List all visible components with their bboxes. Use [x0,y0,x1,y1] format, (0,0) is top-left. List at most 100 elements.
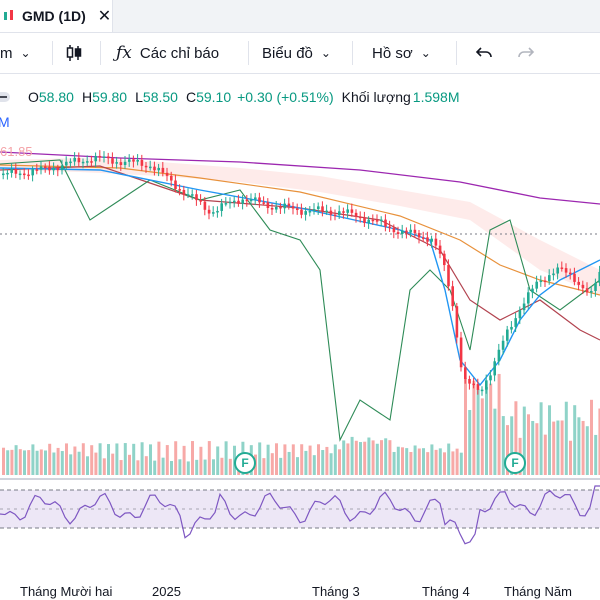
candle-body [455,306,459,338]
candle-body [140,159,144,166]
volume-bar [501,416,505,475]
volume-bar [10,449,14,475]
indicator-label-m: M [0,114,10,130]
volume-bar [14,445,18,475]
candle-body [438,245,442,254]
interval-button[interactable]: m ⌄ [0,33,31,73]
volume-bar [107,444,110,475]
candle-body [199,200,202,202]
candle-body [464,367,467,379]
volume-bar [560,420,564,475]
volume-bar [413,445,417,475]
volume-bar [81,443,85,475]
candle-body [384,219,387,227]
candle-body [312,209,316,212]
candle-body [304,211,307,215]
candle-body [535,281,538,289]
volume-bar [434,449,438,475]
high-value: 59.80 [92,89,128,105]
candle-body [510,326,513,330]
candle-body [522,303,526,311]
candle-body [371,219,375,222]
volume-bar [392,451,396,475]
x-tick-label: 2025 [152,584,181,599]
candle-body [375,220,379,222]
candle-body [367,219,370,223]
candle-body [258,197,261,203]
volume-bar [207,441,211,475]
volume-bar [577,417,581,475]
volume-bar [191,441,194,475]
candle-body [480,389,484,392]
candle-body [417,233,421,238]
volume-bar [94,452,98,475]
candle-body [531,288,534,293]
ichimoku-cloud [0,158,600,295]
financial-event-flag[interactable]: F [504,452,526,474]
volume-bar [216,446,220,475]
candle-body [128,159,131,162]
indicators-button[interactable]: ƒx Các chỉ báo [116,33,219,73]
x-tick-label: Tháng 4 [422,584,470,599]
price-chart[interactable]: 61.85 [0,120,600,478]
volume-bar [367,437,371,475]
toolbar-divider [52,41,53,65]
redo-button[interactable] [516,33,536,73]
volume-bar [44,450,47,475]
candle-body [73,157,76,162]
volume-bar [485,386,488,475]
profile-button[interactable]: Hồ sơ ⌄ [372,33,431,73]
volume-bar [594,434,598,475]
volume-bar [350,436,354,475]
candle-body [380,219,383,222]
financial-event-flag[interactable]: F [234,452,256,474]
rsi-line [0,485,600,545]
chart-type-label: Biểu đồ [262,44,313,62]
volume-bar [161,457,165,475]
candles-button[interactable] [64,33,84,73]
candle-body [560,267,564,269]
volume-bar [455,448,459,475]
cloud-area [0,158,600,295]
volume-bar [291,444,295,475]
volume-bar [422,448,425,475]
candle-body [90,161,93,163]
close-key: C [185,89,197,105]
change-value: +0.30 (+0.51%) [237,89,334,105]
chart-type-button[interactable]: Biểu đồ ⌄ [262,33,331,73]
volume-bar [346,443,350,475]
candle-body [300,209,303,215]
candlesticks [2,150,600,396]
candle-body [287,203,291,207]
candle-body [224,203,228,205]
candle-body [329,210,333,215]
volume-bar [417,448,421,475]
x-tick-label: Tháng Mười hai [20,584,113,599]
close-icon[interactable]: ✕ [97,8,112,25]
volume-bar [258,442,262,475]
volume-bar [165,445,169,475]
volume-bar [581,420,585,475]
candle-body [266,202,270,208]
candle-body [501,340,505,350]
volume-bar [140,442,144,475]
tab-gmd[interactable]: GMD (1D) ✕ [0,0,113,32]
volume-bar [283,444,287,475]
candle-body [459,337,463,368]
undo-button[interactable] [474,33,494,73]
function-icon: ƒx [116,43,132,63]
candle-body [342,211,345,213]
candle-body [191,194,194,196]
volume-bar [170,460,173,475]
volume-bar [539,402,543,475]
volume-bar [447,443,451,475]
volume-bar [224,441,228,475]
rsi-pane[interactable] [0,478,600,580]
candle-body [539,280,543,283]
volume-bar [464,378,467,475]
candle-body [111,158,114,164]
collapse-icon[interactable] [0,88,18,106]
candle-body [363,217,366,223]
candle-body [245,199,249,202]
volume-bar [60,451,64,475]
